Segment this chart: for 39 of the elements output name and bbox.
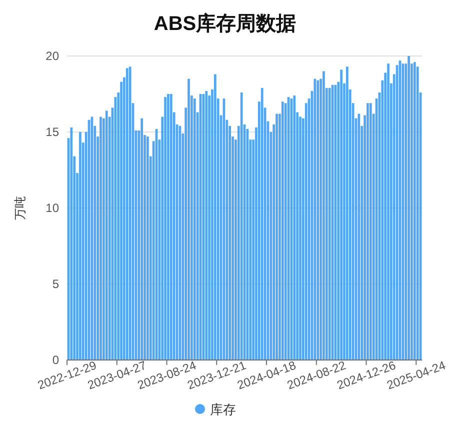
y-tick-label: 10 bbox=[46, 201, 60, 215]
bar bbox=[413, 62, 416, 360]
bar bbox=[369, 103, 372, 360]
bar bbox=[276, 114, 278, 360]
y-axis-title: 万吨 bbox=[13, 196, 27, 220]
bar bbox=[322, 71, 325, 360]
bar bbox=[193, 98, 196, 360]
bar bbox=[100, 116, 102, 360]
bar bbox=[387, 64, 390, 360]
bar bbox=[314, 78, 316, 360]
bar bbox=[146, 136, 149, 360]
chart-title: ABS库存周数据 bbox=[154, 12, 296, 35]
bar bbox=[340, 70, 342, 360]
bar bbox=[366, 103, 369, 360]
bar bbox=[214, 74, 216, 360]
y-tick-label: 20 bbox=[46, 49, 60, 63]
bar bbox=[328, 88, 331, 360]
bar bbox=[205, 90, 208, 360]
bar bbox=[70, 127, 73, 360]
bar bbox=[79, 132, 82, 360]
bar bbox=[170, 94, 172, 360]
bar bbox=[293, 96, 296, 360]
bar bbox=[316, 80, 320, 360]
bar bbox=[164, 97, 166, 360]
y-tick-label: 15 bbox=[46, 125, 60, 139]
bar bbox=[260, 88, 264, 360]
bar bbox=[358, 114, 360, 360]
bar bbox=[408, 56, 410, 360]
bar bbox=[188, 78, 190, 360]
bar bbox=[167, 94, 170, 360]
bar bbox=[281, 102, 284, 360]
legend-label: 库存 bbox=[210, 402, 236, 417]
bar bbox=[128, 66, 132, 360]
bar bbox=[346, 66, 348, 360]
bar bbox=[126, 68, 128, 360]
bar bbox=[105, 110, 108, 360]
bar bbox=[140, 118, 143, 360]
y-tick-label: 5 bbox=[52, 277, 60, 291]
bar bbox=[120, 82, 122, 360]
